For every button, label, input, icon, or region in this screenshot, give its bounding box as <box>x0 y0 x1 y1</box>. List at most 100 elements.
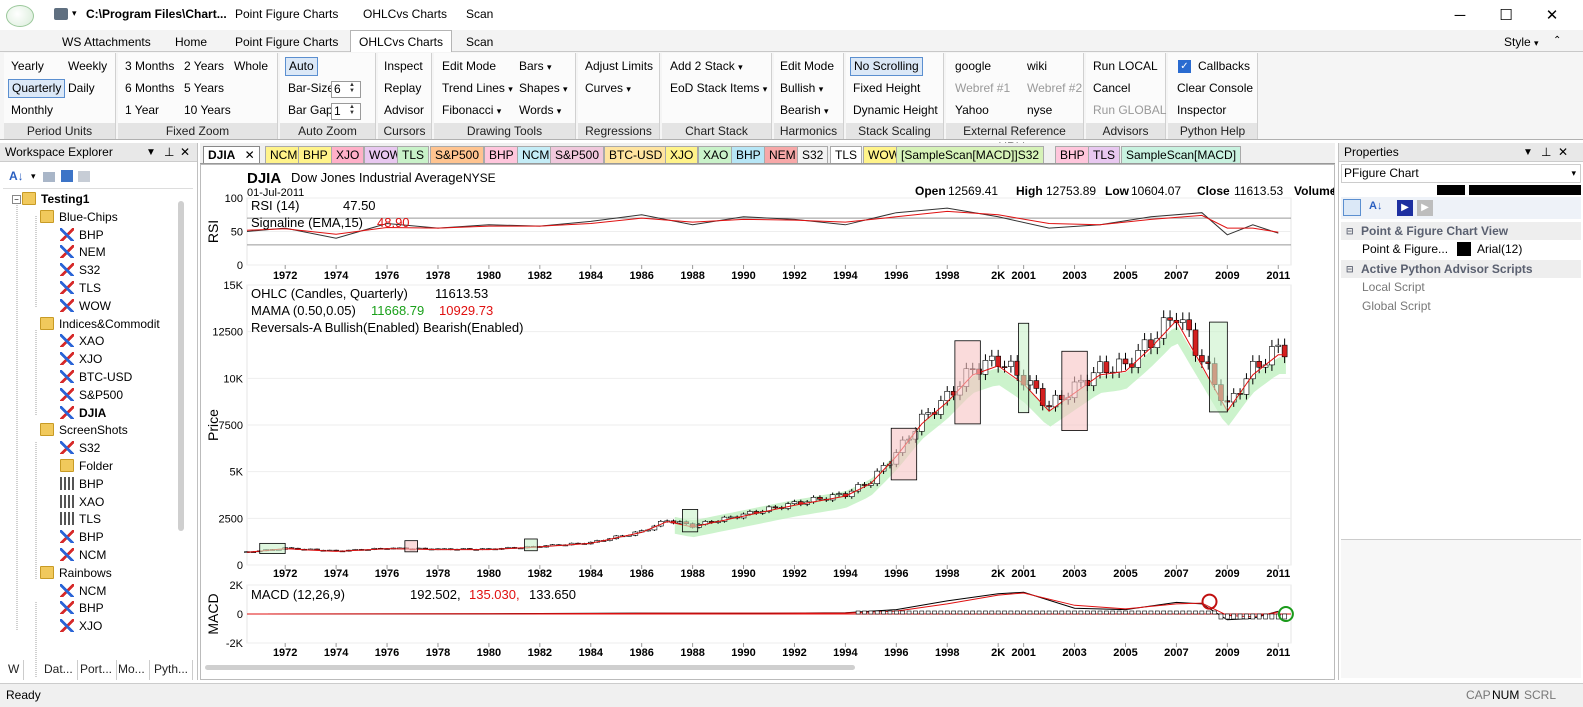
bottom-tab-python[interactable]: Pyth... <box>150 660 194 680</box>
open-icon[interactable] <box>78 171 90 182</box>
doc-tab[interactable]: [SampleScan[MACD]]S32 <box>896 146 1045 163</box>
zoom-3-months-button[interactable]: 3 Months <box>125 59 175 73</box>
tree-item[interactable]: S&P500 <box>60 387 123 404</box>
chevron-down-icon[interactable]: ▾ <box>31 171 36 181</box>
title-menu-point-figure[interactable]: Point Figure Charts <box>235 7 339 21</box>
doc-tab[interactable]: WOW <box>863 146 905 163</box>
doc-tab[interactable]: BHP <box>298 146 333 163</box>
title-menu-scan[interactable]: Scan <box>466 7 494 21</box>
tab-point-figure-charts[interactable]: Point Figure Charts <box>235 35 339 49</box>
zoom-6-months-button[interactable]: 6 Months <box>125 81 175 95</box>
advisor-cancel-button[interactable]: Cancel <box>1093 81 1131 95</box>
harmonics-bearish-dropdown[interactable]: Bearish ▾ <box>777 102 832 121</box>
property-category-python-scripts[interactable]: ⊟ Active Python Advisor Scripts <box>1341 260 1581 278</box>
draw-edit-mode-button[interactable]: Edit Mode <box>442 59 497 73</box>
tree-item[interactable]: ScreenShots <box>40 422 128 439</box>
doc-tab[interactable]: TLS <box>397 146 430 163</box>
harmonics-bullish-dropdown[interactable]: Bullish ▾ <box>777 80 826 99</box>
zoom-whole-button[interactable]: Whole <box>234 59 269 73</box>
tree-item[interactable]: DJIA <box>60 405 106 422</box>
ref-yahoo-link[interactable]: Yahoo <box>955 103 989 117</box>
ref-webref1-link[interactable]: Webref #1 <box>955 81 1011 95</box>
object-selector[interactable]: PFigure Chart ▾ <box>1341 164 1581 183</box>
minimize-button[interactable]: ─ <box>1454 6 1466 24</box>
tree-item[interactable]: NCM <box>60 547 106 564</box>
tree-item[interactable]: XAO <box>60 494 104 511</box>
tree-item[interactable]: Indices&Commodit <box>40 316 160 333</box>
tree-item[interactable]: TLS <box>60 511 101 528</box>
draw-trend-lines-dropdown[interactable]: Trend Lines ▾ <box>439 80 516 99</box>
maximize-button[interactable]: ☐ <box>1499 7 1513 24</box>
period-daily-button[interactable]: Daily <box>68 81 95 95</box>
tree-item[interactable]: NCM <box>60 583 106 600</box>
doc-tab[interactable]: NEM <box>764 146 801 163</box>
pin-icon[interactable]: ⊥ <box>164 145 175 159</box>
bar-size-stepper[interactable]: 6 <box>331 81 361 98</box>
printer-icon[interactable] <box>54 8 68 20</box>
bottom-tab-workspace[interactable]: W <box>4 660 25 680</box>
alphabetical-icon[interactable]: A↓ <box>1369 200 1383 212</box>
tab-home[interactable]: Home <box>175 35 208 49</box>
bottom-tab-monitor[interactable]: Mo... <box>114 660 150 680</box>
draw-shapes-dropdown[interactable]: Shapes ▾ <box>516 80 571 99</box>
cursor-advisor-button[interactable]: Advisor <box>384 103 425 117</box>
close-icon[interactable]: ✕ <box>1558 145 1569 159</box>
tree-item[interactable]: XAO <box>60 333 104 350</box>
close-icon[interactable]: ✕ <box>180 145 191 159</box>
property-row-global-script[interactable]: Global Script <box>1341 297 1581 316</box>
cursor-inspect-button[interactable]: Inspect <box>384 59 423 73</box>
property-row-local-script[interactable]: Local Script <box>1341 278 1581 297</box>
pin-icon[interactable]: ⊥ <box>1541 145 1552 159</box>
ref-nyse-link[interactable]: nyse <box>1027 103 1053 117</box>
run-local-button[interactable]: Run LOCAL <box>1093 59 1158 73</box>
period-weekly-button[interactable]: Weekly <box>68 59 108 73</box>
tree-item[interactable]: BHP <box>60 600 104 617</box>
tree-item[interactable]: BHP <box>60 476 104 493</box>
tree-item[interactable]: Folder <box>60 458 113 475</box>
doc-tab[interactable]: XJO <box>331 146 365 163</box>
tree-item[interactable]: NEM <box>60 244 106 261</box>
zoom-10-years-button[interactable]: 10 Years <box>184 103 231 117</box>
doc-tab[interactable]: DJIA ✕ <box>203 146 260 163</box>
clear-console-button[interactable]: Clear Console <box>1177 81 1254 95</box>
inspector-button[interactable]: Inspector <box>1177 103 1227 117</box>
style-menu[interactable]: Style ▾ <box>1496 33 1547 52</box>
tree-item[interactable]: XJO <box>60 351 102 368</box>
tab-ohlcvs-charts[interactable]: OHLCvs Charts <box>350 30 453 53</box>
doc-tab[interactable]: S&P500 <box>430 146 485 163</box>
ref-wiki-link[interactable]: wiki <box>1027 59 1047 73</box>
close-button[interactable]: ✕ <box>1545 7 1559 24</box>
harmonics-edit-mode-button[interactable]: Edit Mode <box>780 59 835 73</box>
tree-item[interactable]: S32 <box>60 262 100 279</box>
draw-words-dropdown[interactable]: Words ▾ <box>516 102 564 121</box>
doc-tab[interactable]: WOW <box>364 146 406 163</box>
doc-tab[interactable]: S32 <box>797 146 829 163</box>
chart-area[interactable]: DJIA Dow Jones Industrial Average NYSE 0… <box>200 164 1339 680</box>
tree-item[interactable]: BTC-USD <box>60 369 132 386</box>
quick-access-dropdown[interactable]: ▾ <box>72 8 77 18</box>
ribbon-collapse-icon[interactable]: ⌃ <box>1553 35 1562 46</box>
tree-item[interactable]: WOW <box>60 298 111 315</box>
ref-webref2-link[interactable]: Webref #2 <box>1027 81 1083 95</box>
cursor-replay-button[interactable]: Replay <box>384 81 422 95</box>
zoom-1-year-button[interactable]: 1 Year <box>125 103 160 117</box>
tree-item[interactable]: Rainbows <box>40 565 112 582</box>
title-menu-ohlcvs[interactable]: OHLCvs Charts <box>363 7 448 21</box>
tree-item[interactable]: Testing1 <box>22 191 89 208</box>
new-folder-icon[interactable] <box>43 172 55 182</box>
tree-scrollbar[interactable] <box>178 201 184 531</box>
tree-item[interactable]: BHP <box>60 529 104 546</box>
draw-fibonacci-dropdown[interactable]: Fibonacci ▾ <box>439 102 504 121</box>
step-icon[interactable]: ▶ <box>1417 200 1433 216</box>
tab-ws-attachments[interactable]: WS Attachments <box>62 35 151 49</box>
doc-tab[interactable]: XJO <box>665 146 699 163</box>
add-2-stack-dropdown[interactable]: Add 2 Stack ▾ <box>667 58 746 77</box>
zoom-5-years-button[interactable]: 5 Years <box>184 81 225 95</box>
property-category-chart-view[interactable]: ⊟ Point & Figure Chart View <box>1341 222 1581 240</box>
eod-stack-items-dropdown[interactable]: EoD Stack Items ▾ <box>667 80 770 99</box>
sort-icon[interactable]: A↓ <box>9 169 24 183</box>
categorized-icon[interactable] <box>1343 199 1361 216</box>
tree-item[interactable]: XJO <box>60 618 102 635</box>
doc-tab[interactable]: BHP <box>731 146 766 163</box>
doc-tab[interactable]: S&P500 <box>550 146 605 163</box>
